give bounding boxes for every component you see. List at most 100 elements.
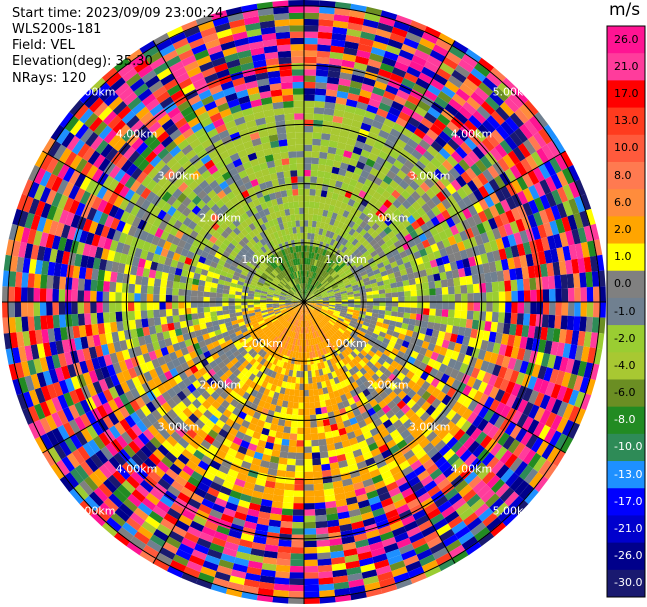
gate-cell xyxy=(451,69,467,84)
gate-cell xyxy=(96,291,103,302)
gate-cell xyxy=(315,305,322,309)
gate-cell xyxy=(542,289,550,302)
gate-cell xyxy=(441,209,452,221)
gate-cell xyxy=(376,171,387,181)
gate-cell xyxy=(372,507,386,518)
gate-cell xyxy=(40,274,48,289)
gate-cell xyxy=(591,271,600,287)
gate-cell xyxy=(547,354,557,369)
gate-cell xyxy=(330,397,338,406)
gate-cell xyxy=(348,508,361,518)
gate-cell xyxy=(315,274,320,281)
gate-cell xyxy=(543,463,558,480)
gate-cell xyxy=(313,309,320,314)
gate-cell xyxy=(521,325,530,338)
gate-cell xyxy=(317,247,322,255)
gate-cell xyxy=(419,269,428,278)
gate-cell xyxy=(371,381,380,390)
gate-cell xyxy=(263,486,275,495)
gate-cell xyxy=(426,84,442,97)
gate-cell xyxy=(304,132,313,139)
gate-cell xyxy=(261,380,269,389)
gate-cell xyxy=(383,475,396,486)
gate-cell xyxy=(247,443,258,452)
gate-cell xyxy=(313,266,318,273)
gate-cell xyxy=(319,196,327,204)
gate-cell xyxy=(305,333,308,340)
gate-cell xyxy=(431,387,442,399)
gate-cell xyxy=(304,75,316,83)
gate-cell xyxy=(304,18,319,26)
gate-cell xyxy=(327,292,335,296)
gate-cell xyxy=(465,424,478,437)
gate-cell xyxy=(435,287,443,296)
gate-cell xyxy=(321,327,327,334)
gate-cell xyxy=(298,352,302,359)
gate-cell xyxy=(513,499,529,516)
gate-cell xyxy=(574,345,584,361)
gate-cell xyxy=(415,407,426,418)
gate-cell xyxy=(367,218,376,228)
gate-cell xyxy=(232,563,248,573)
gate-cell xyxy=(447,358,457,369)
gate-cell xyxy=(383,369,392,378)
gate-cell xyxy=(263,388,271,396)
gate-cell xyxy=(385,306,392,312)
gate-cell xyxy=(319,222,326,230)
gate-cell xyxy=(356,545,371,555)
gate-cell xyxy=(478,185,490,199)
gate-cell xyxy=(374,394,384,404)
gate-cell xyxy=(510,245,520,258)
gate-cell xyxy=(411,111,424,123)
gate-cell xyxy=(315,521,328,529)
gate-cell xyxy=(323,425,332,433)
gate-cell xyxy=(455,445,468,458)
gate-cell xyxy=(326,345,333,353)
gate-cell xyxy=(323,236,329,244)
gate-cell xyxy=(375,276,383,283)
gate-cell xyxy=(430,408,441,420)
gate-cell xyxy=(407,476,421,488)
gate-cell xyxy=(505,209,516,224)
gate-cell xyxy=(391,248,400,257)
gate-cell xyxy=(351,358,359,366)
gate-cell xyxy=(190,290,198,297)
gate-cell xyxy=(306,320,308,327)
gate-cell xyxy=(307,313,311,320)
gate-cell xyxy=(325,284,332,290)
gate-cell xyxy=(267,525,281,534)
gate-cell xyxy=(341,299,348,302)
gate-cell xyxy=(311,351,316,358)
gate-cell xyxy=(343,548,358,557)
gate-cell xyxy=(486,72,502,87)
gate-cell xyxy=(353,532,368,542)
gate-cell xyxy=(422,288,430,296)
gate-cell xyxy=(314,502,326,510)
gate-cell xyxy=(378,399,388,409)
gate-cell xyxy=(327,289,334,293)
gate-cell xyxy=(328,365,335,373)
gate-cell xyxy=(475,431,488,445)
gate-cell xyxy=(369,357,378,366)
gate-cell xyxy=(447,75,463,89)
gate-cell xyxy=(323,325,330,332)
gate-cell xyxy=(252,431,262,440)
gate-cell xyxy=(309,188,316,196)
gate-cell xyxy=(314,195,321,203)
gate-cell xyxy=(362,575,379,586)
gate-cell xyxy=(340,309,348,314)
gate-cell xyxy=(375,350,384,358)
gate-cell xyxy=(348,375,356,384)
gate-cell xyxy=(510,279,518,292)
gate-cell xyxy=(288,584,304,592)
gate-cell xyxy=(517,290,525,302)
gate-cell xyxy=(372,403,382,413)
gate-cell xyxy=(65,314,73,327)
gate-cell xyxy=(395,14,413,26)
gate-cell xyxy=(27,273,35,288)
gate-cell xyxy=(227,581,244,592)
gate-cell xyxy=(442,56,459,70)
gate-cell xyxy=(489,91,505,107)
gate-cell xyxy=(291,528,304,535)
gate-cell xyxy=(265,382,273,391)
